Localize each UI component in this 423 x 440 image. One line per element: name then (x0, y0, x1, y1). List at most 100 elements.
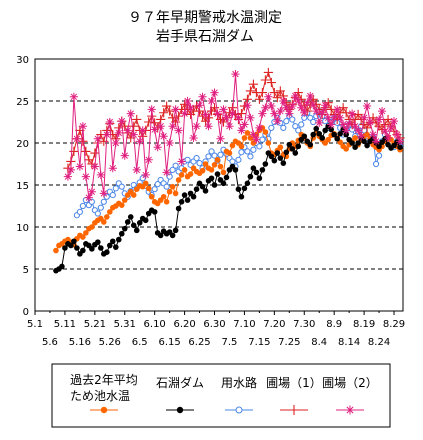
data-point (71, 238, 77, 245)
x-tick-label: 8.29 (383, 319, 405, 330)
data-point (169, 166, 176, 173)
data-point (207, 96, 216, 106)
data-point (109, 238, 116, 245)
x-tick-label: 7.30 (293, 319, 315, 330)
data-point (341, 108, 351, 118)
data-point (151, 209, 158, 215)
data-point (106, 209, 113, 215)
data-point (238, 149, 245, 156)
data-point (271, 157, 278, 164)
data-point (104, 214, 110, 220)
data-point (265, 140, 272, 146)
y-tick-label: 20 (16, 139, 29, 150)
legend-box (51, 363, 391, 428)
y-tick-label: 30 (16, 55, 29, 66)
data-point (377, 106, 387, 116)
data-point (132, 165, 141, 174)
data-point (115, 236, 122, 243)
data-point (95, 239, 101, 245)
x-tick-label: 6.10 (144, 319, 166, 330)
data-point (142, 180, 149, 187)
data-point (94, 210, 101, 217)
data-point (154, 181, 161, 188)
data-point (199, 183, 206, 190)
data-point (105, 117, 114, 127)
data-point (247, 173, 254, 180)
data-point (261, 103, 270, 112)
data-point (301, 133, 308, 140)
legend-markers (90, 405, 364, 415)
data-point (291, 91, 300, 101)
y-tick-label: 10 (16, 223, 29, 234)
x-tick-label: 5.31 (114, 319, 136, 330)
data-point (211, 152, 218, 159)
data-point (172, 227, 179, 234)
legend-label-dam: 石淵ダム (156, 375, 204, 390)
data-point (322, 127, 329, 134)
data-point (163, 183, 170, 190)
data-point (244, 180, 251, 187)
data-point (208, 175, 215, 182)
data-point (392, 130, 402, 139)
x-tick-label: 6.15 (159, 337, 181, 348)
series-4 (63, 70, 405, 202)
legend-label-field1: 圃場（1） (266, 376, 322, 390)
data-point (217, 163, 224, 170)
data-point (395, 137, 405, 146)
data-point (277, 144, 284, 150)
data-point (259, 167, 266, 173)
data-point (368, 130, 378, 139)
data-point (93, 134, 102, 143)
data-point (313, 125, 320, 132)
data-point (245, 86, 256, 96)
data-point (345, 405, 355, 415)
data-point (368, 113, 378, 123)
data-point (69, 92, 78, 101)
data-point (254, 94, 264, 104)
data-point (130, 222, 137, 229)
data-point (362, 101, 372, 111)
data-point (220, 180, 227, 187)
data-point (222, 113, 231, 122)
data-point (121, 225, 128, 232)
data-point (267, 101, 276, 111)
data-point (343, 131, 349, 138)
data-point (294, 96, 303, 106)
data-point (274, 150, 281, 156)
data-point (192, 122, 201, 131)
data-point (181, 192, 188, 198)
data-point (130, 192, 137, 198)
data-point (178, 172, 185, 178)
data-point (312, 106, 321, 116)
data-point (123, 126, 132, 135)
data-point (184, 197, 191, 203)
data-point (268, 124, 275, 131)
data-point (78, 122, 87, 131)
data-point (262, 129, 269, 135)
data-point (160, 193, 167, 200)
data-point (324, 113, 333, 122)
data-point (172, 162, 179, 169)
grid-lines (35, 100, 403, 270)
data-point (209, 103, 220, 113)
data-point (315, 118, 324, 127)
data-point (148, 193, 155, 200)
data-point (68, 242, 74, 249)
data-point (126, 109, 135, 118)
data-point (292, 123, 299, 130)
data-point (102, 130, 111, 139)
data-point (283, 118, 290, 125)
data-point (240, 120, 249, 129)
data-point (151, 186, 158, 193)
x-tick-label: 6.30 (203, 319, 225, 330)
data-point (226, 150, 233, 156)
data-point (156, 122, 165, 131)
data-point (248, 79, 259, 89)
data-point (165, 106, 175, 116)
data-point (180, 109, 189, 118)
data-point (228, 109, 237, 118)
data-point (250, 165, 257, 171)
x-tick-label: 7.25 (278, 337, 300, 348)
data-point (53, 247, 59, 254)
